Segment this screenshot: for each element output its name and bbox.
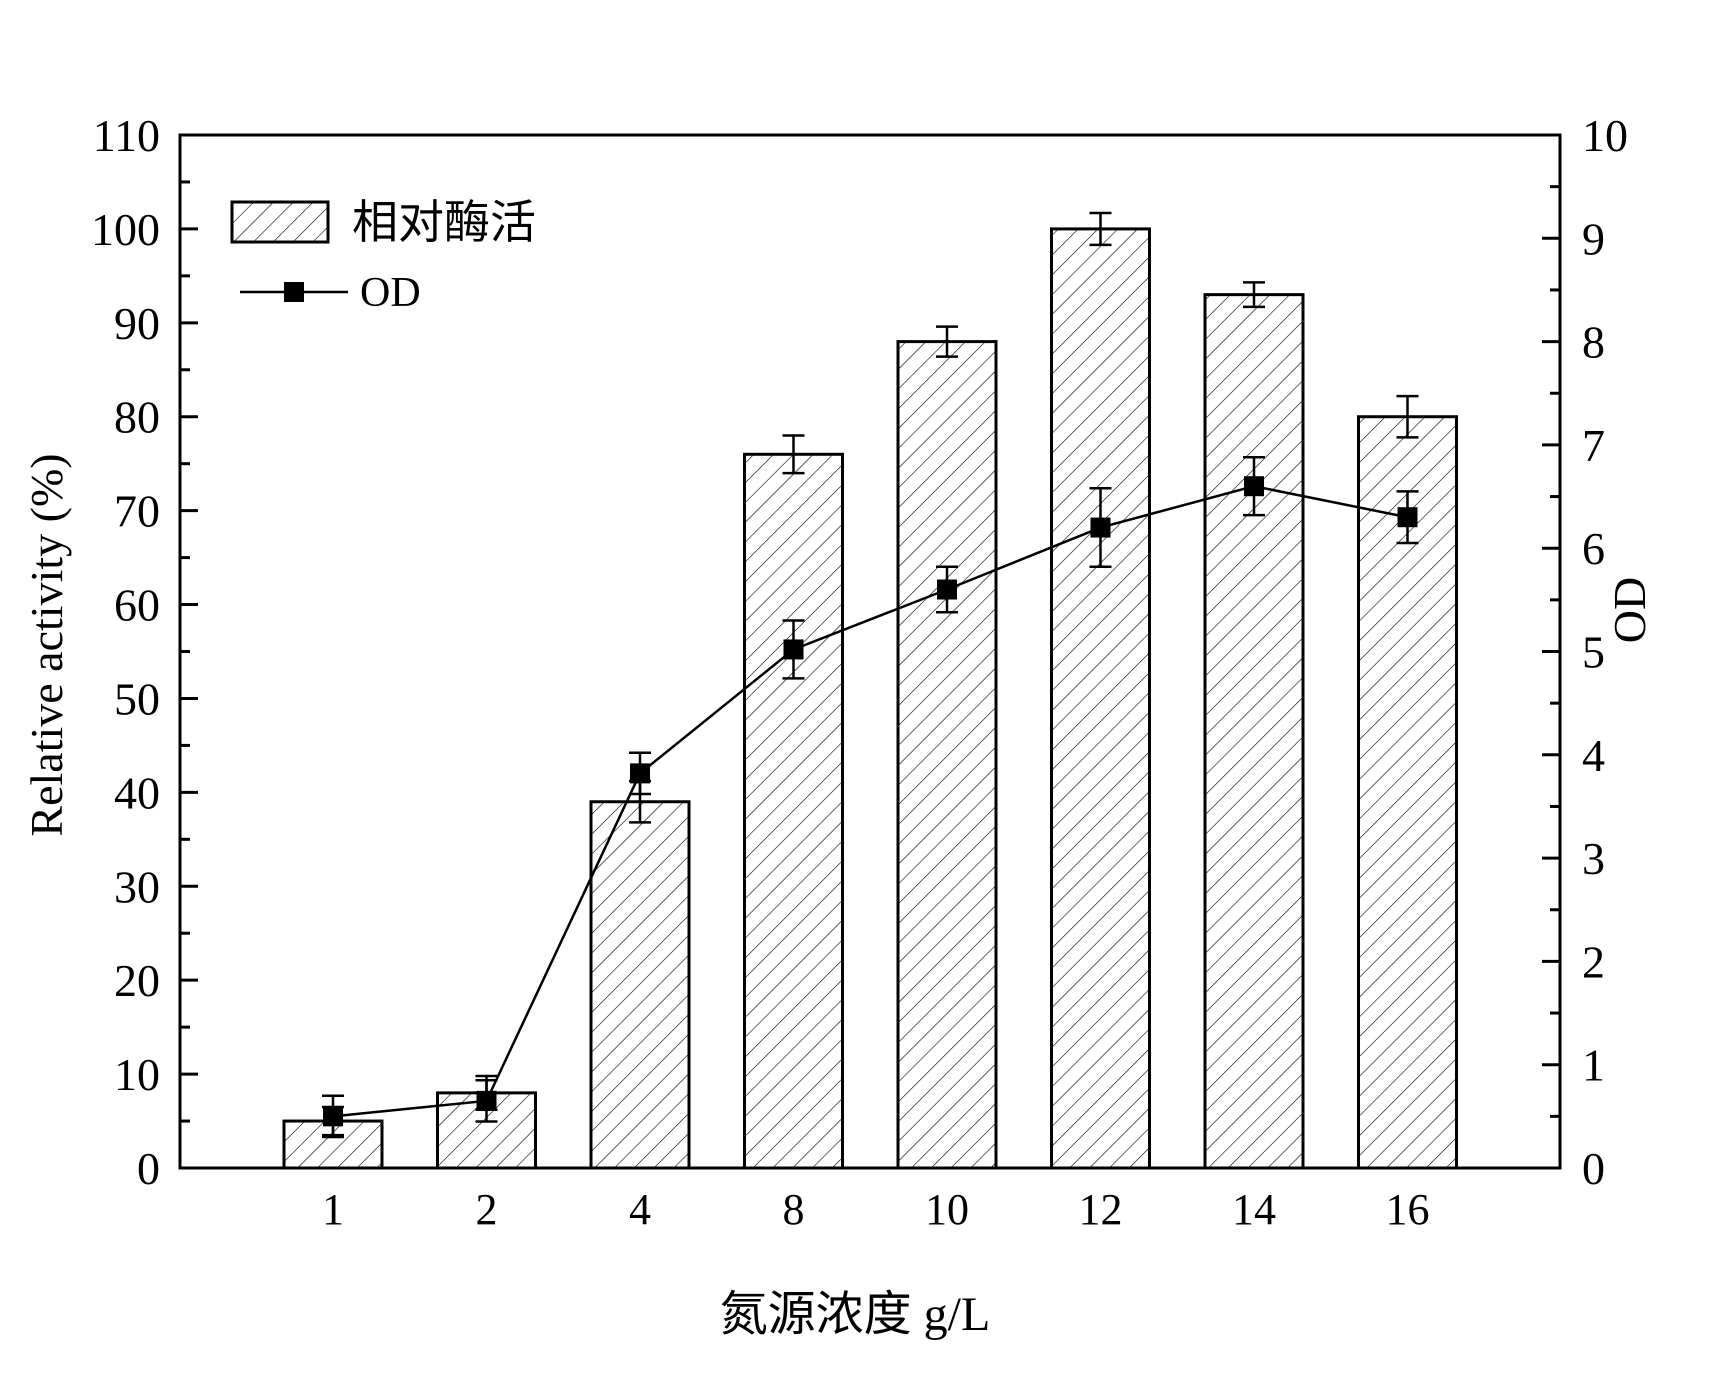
y-axis-label: Relative activity (%) [21, 453, 72, 836]
od-line-layer [322, 456, 1419, 1139]
bar-12 [1050, 227, 1151, 1170]
x-tick-label-1: 1 [322, 1185, 344, 1234]
y2-tick-label: 2 [1582, 936, 1605, 987]
bar-4 [589, 800, 691, 1170]
od-point-4 [630, 763, 650, 784]
y-tick-label: 20 [114, 955, 160, 1006]
od-point-10 [937, 579, 957, 600]
bar-10 [896, 340, 998, 1170]
x-tick-label-2: 2 [476, 1185, 498, 1234]
legend: 相对酶活 OD [230, 197, 536, 316]
y-tick-label: 10 [114, 1049, 160, 1100]
legend-line-label: OD [360, 270, 421, 316]
x-tick-label-10: 10 [925, 1185, 969, 1234]
y2-tick-label: 10 [1582, 110, 1628, 161]
y2-tick-label: 0 [1582, 1143, 1605, 1194]
y2-axis-label: OD [1604, 577, 1655, 643]
od-point-1 [323, 1106, 343, 1127]
y-tick-label: 110 [93, 110, 160, 161]
x-tick-label-4: 4 [629, 1185, 651, 1234]
y-tick-label: 80 [114, 392, 160, 443]
y2-tick-label: 4 [1582, 730, 1605, 781]
od-point-14 [1244, 476, 1264, 497]
od-point-2 [476, 1090, 497, 1111]
bar-layer [282, 211, 1458, 1170]
y-tick-label: 30 [114, 861, 160, 912]
x-tick-label-14: 14 [1232, 1185, 1276, 1234]
y-tick-label: 60 [114, 580, 160, 631]
od-point-8 [783, 639, 804, 660]
od-point-12 [1090, 517, 1111, 538]
y-tick-label: 100 [91, 204, 160, 255]
od-series-line [332, 484, 1408, 1118]
x-axis-label: 氮源浓度 g/L [720, 1288, 991, 1341]
legend-bar-label: 相对酶活 [352, 197, 536, 248]
y-tick-label: 70 [114, 486, 160, 537]
y-tick-label: 50 [114, 673, 160, 724]
legend-line-marker [284, 282, 304, 302]
od-point-16 [1397, 507, 1418, 528]
x-tick-label-8: 8 [783, 1185, 805, 1234]
bar-14 [1203, 293, 1305, 1170]
y-tick-label: 40 [114, 767, 160, 818]
y2-tick-label: 6 [1582, 523, 1605, 574]
y2-tick-label: 8 [1582, 317, 1605, 368]
y2-tick-label: 7 [1582, 420, 1605, 471]
y2-tick-label: 1 [1582, 1040, 1605, 1091]
legend-bar-swatch [230, 200, 330, 244]
y2-tick-label: 5 [1582, 627, 1605, 678]
y-tick-label: 90 [114, 298, 160, 349]
y2-tick-label: 3 [1582, 833, 1605, 884]
x-tick-label-12: 12 [1079, 1185, 1123, 1234]
bar-8 [743, 452, 844, 1170]
x-tick-label-16: 16 [1386, 1185, 1430, 1234]
y2-tick-label: 9 [1582, 213, 1605, 264]
y-tick-label: 0 [137, 1143, 160, 1194]
